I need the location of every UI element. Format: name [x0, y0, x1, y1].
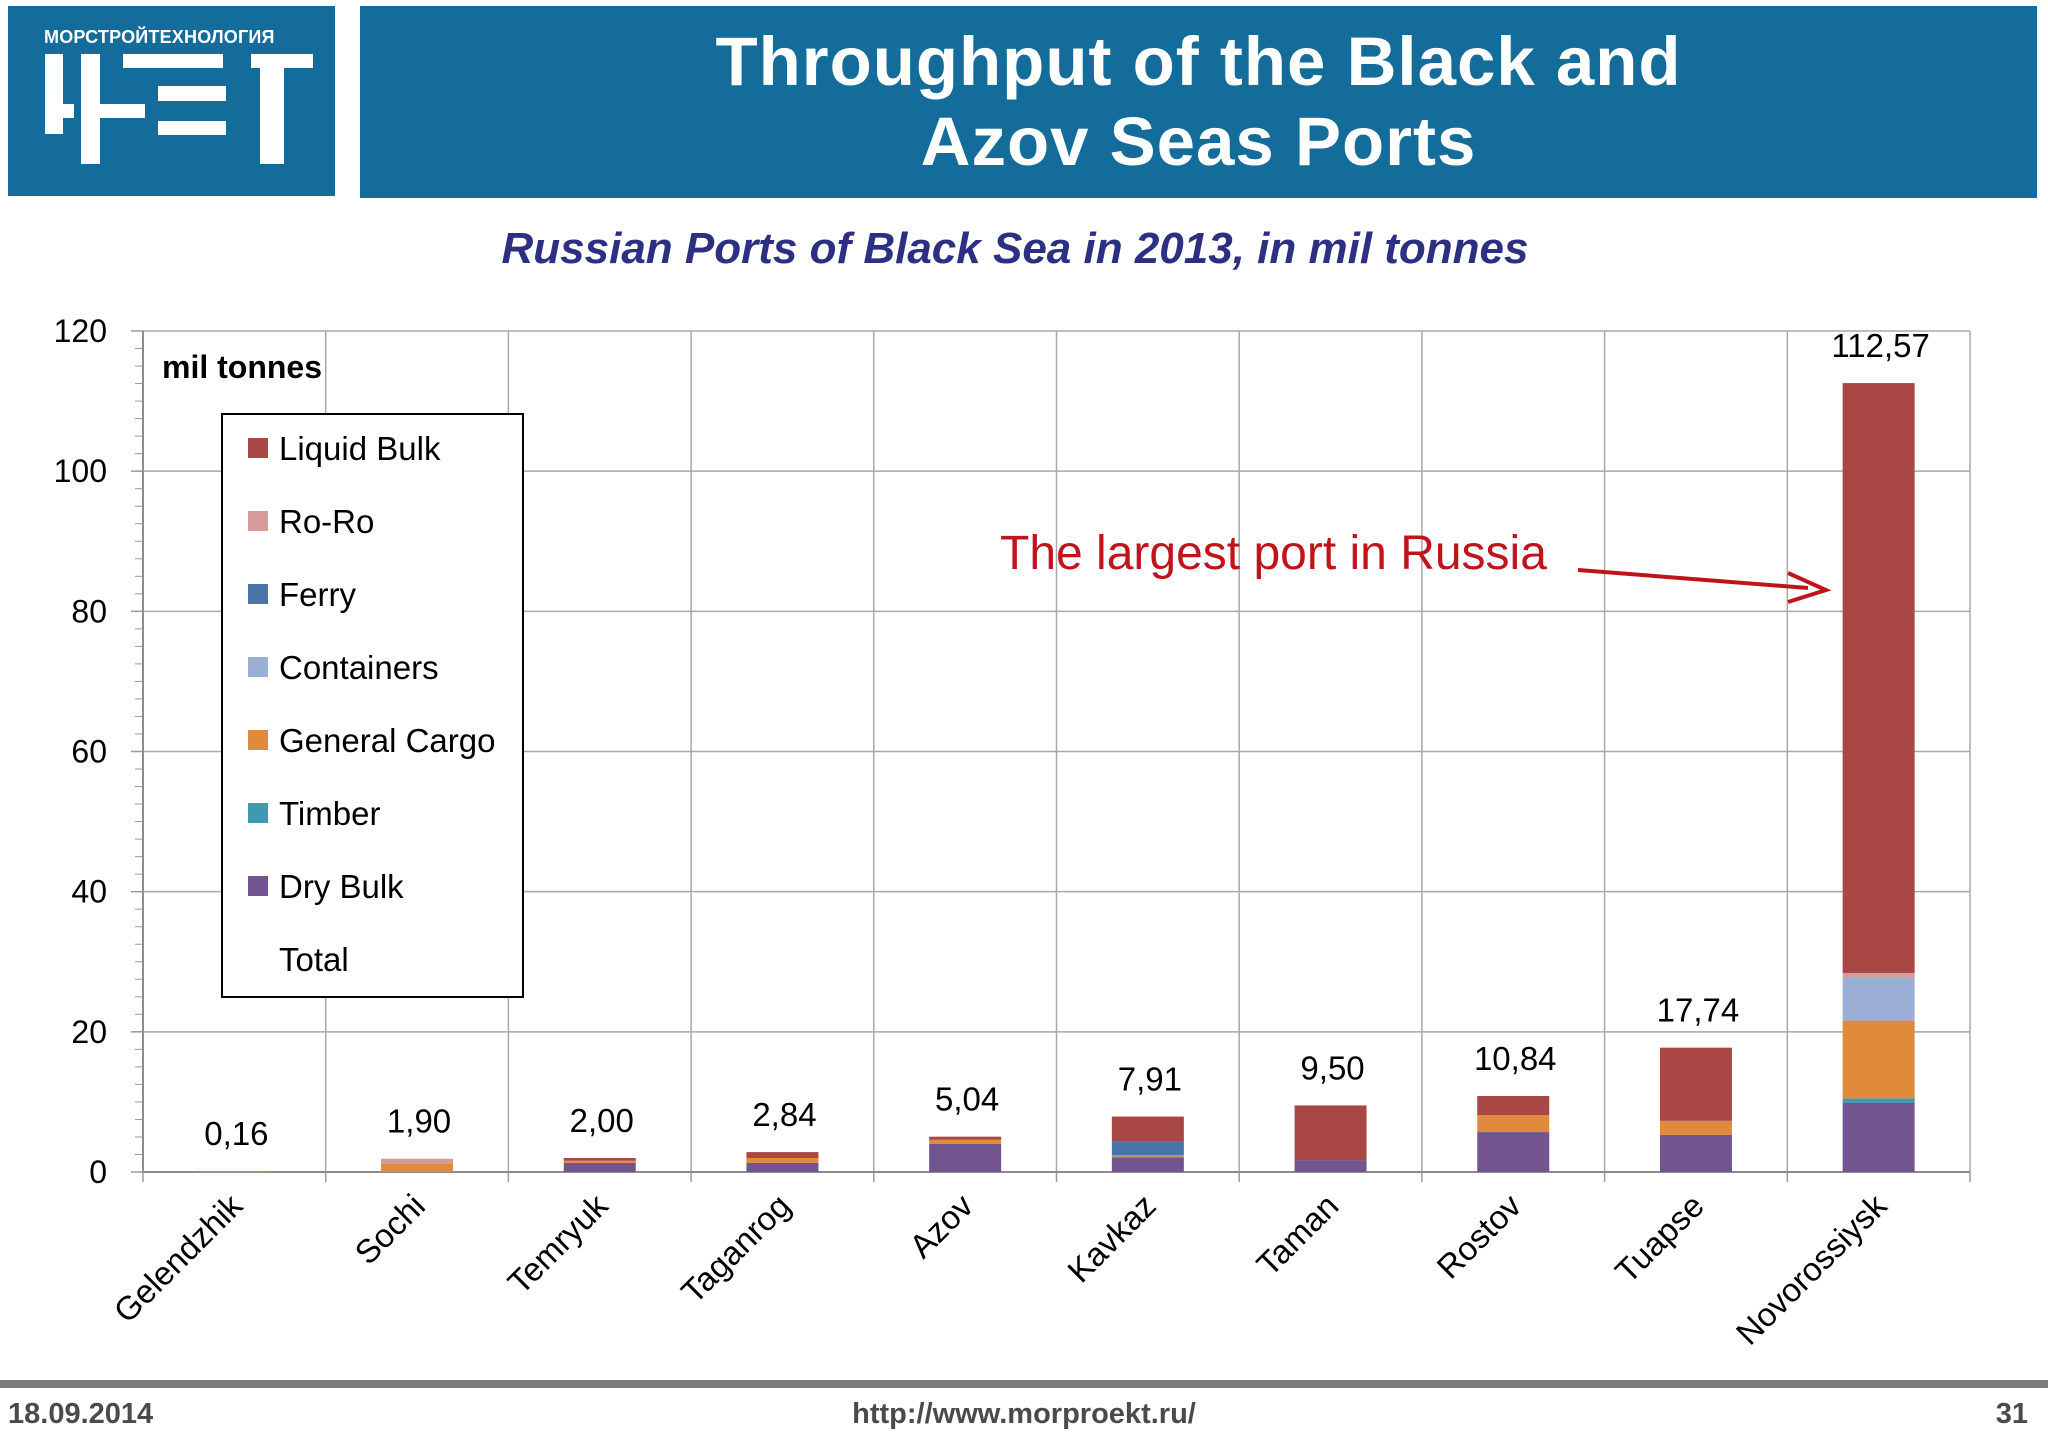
y-tick-label: 60 [71, 734, 107, 770]
bar-segment [1842, 1102, 1915, 1172]
bar-segment [746, 1152, 819, 1158]
y-tick-label: 120 [54, 313, 107, 349]
footer-url: http://www.morproekt.ru/ [852, 1398, 1196, 1430]
data-label: 2,00 [570, 1102, 634, 1139]
bar-segment [1477, 1096, 1550, 1116]
legend-label: Ro-Ro [279, 503, 374, 540]
footer-date: 18.09.2014 [8, 1398, 154, 1430]
legend-swatch [248, 584, 268, 604]
page-title-line-1: Throughput of the Black and [715, 23, 1682, 100]
x-tick-label: Tuapse [1608, 1187, 1711, 1290]
bar-segment [929, 1136, 1002, 1140]
data-label: 5,04 [935, 1081, 999, 1118]
x-tick-label: Taganrog [674, 1187, 797, 1310]
header-banner: Throughput of the Black and Azov Seas Po… [360, 6, 2037, 198]
y-axis-label: mil tonnes [162, 349, 322, 385]
legend-swatch [248, 876, 268, 896]
logo-mark-icon [45, 54, 313, 164]
x-tick-label: Sochi [347, 1187, 432, 1272]
legend-label: Ferry [279, 576, 356, 613]
bar-segment [929, 1143, 1002, 1172]
stacked-bar-chart: 0 20 40 60 80 100 120 0,16 Gelendzhik 1,90 Sochi 2,… [54, 313, 1971, 1352]
bar-segment [1842, 1020, 1915, 1099]
y-tick-label: 80 [71, 593, 107, 629]
x-tick-label: Kavkaz [1060, 1187, 1163, 1290]
data-label: 7,91 [1118, 1061, 1182, 1098]
bar-segment [1659, 1134, 1732, 1172]
x-tick-label: Temryuk [500, 1186, 615, 1301]
bar-segment [1294, 1105, 1367, 1161]
annotation-arrow-shaft [1577, 568, 1809, 590]
annotation-arrowhead-icon [1787, 571, 1832, 604]
legend-swatch [248, 657, 268, 677]
page-number: 31 [1995, 1398, 2028, 1430]
bar-segment [563, 1162, 636, 1172]
bar-segment [1294, 1160, 1367, 1172]
bar-segment [563, 1157, 636, 1161]
legend-label: Total [279, 941, 349, 978]
legend-swatch [248, 730, 268, 750]
bar-segment [1111, 1155, 1184, 1157]
data-label: 17,74 [1657, 992, 1740, 1029]
bar-segment [1111, 1116, 1184, 1142]
bar-segment [563, 1160, 636, 1163]
bar-segment [381, 1158, 454, 1164]
legend-label: General Cargo [279, 722, 495, 759]
logo-caption: МОРСТРОЙТЕХНОЛОГИЯ [44, 27, 275, 47]
x-tick-label: Gelendzhik [106, 1186, 249, 1329]
x-tick-label: Rostov [1429, 1186, 1528, 1285]
legend-box [221, 413, 524, 998]
legend-swatch [248, 438, 268, 458]
data-label: 2,84 [752, 1096, 816, 1133]
bar-segment [746, 1162, 819, 1172]
y-tick-label: 40 [71, 874, 107, 910]
bar-segment [1842, 383, 1915, 973]
bar-segment [1477, 1115, 1550, 1133]
data-label: 10,84 [1474, 1040, 1557, 1077]
bar-segment [746, 1157, 819, 1163]
y-tick-label: 0 [89, 1154, 107, 1190]
bar-segment [198, 1170, 271, 1173]
footer-divider [0, 1380, 2048, 1388]
bar-segment [1842, 977, 1915, 1021]
x-tick-label: Novorossiysk [1729, 1186, 1894, 1351]
legend-swatch [248, 803, 268, 823]
chart-title: Russian Ports of Black Sea in 2013, in m… [501, 224, 1529, 273]
bar-segment [929, 1139, 1002, 1144]
legend-label: Dry Bulk [279, 868, 404, 905]
bar-segment [1111, 1157, 1184, 1172]
data-label: 112,57 [1831, 327, 1929, 364]
legend-swatch [248, 511, 268, 531]
data-label: 1,90 [387, 1103, 451, 1140]
x-tick-label: Taman [1249, 1187, 1345, 1283]
data-label: 0,16 [204, 1115, 268, 1152]
bar-segment [1111, 1156, 1184, 1158]
bar-segment [381, 1163, 454, 1172]
legend-label: Containers [279, 649, 439, 686]
company-logo: МОРСТРОЙТЕХНОЛОГИЯ [8, 6, 335, 196]
bar-segment [1842, 972, 1915, 978]
x-tick-label: Azov [902, 1186, 980, 1264]
y-tick-label: 20 [71, 1014, 107, 1050]
page-title-line-2: Azov Seas Ports [920, 103, 1477, 180]
bar-segment [1477, 1132, 1550, 1172]
page-title: Throughput of the Black and Azov Seas Po… [715, 22, 1681, 182]
bar-segment [1111, 1141, 1184, 1156]
bar-segment [1842, 1098, 1915, 1103]
legend-label: Liquid Bulk [279, 430, 441, 467]
legend-label: Timber [279, 795, 380, 832]
bar-segment [1659, 1047, 1732, 1121]
annotation-text: The largest port in Russia [1000, 527, 1547, 580]
y-tick-label: 100 [54, 453, 107, 489]
bar-segment [1659, 1120, 1732, 1135]
data-label: 9,50 [1300, 1049, 1364, 1086]
